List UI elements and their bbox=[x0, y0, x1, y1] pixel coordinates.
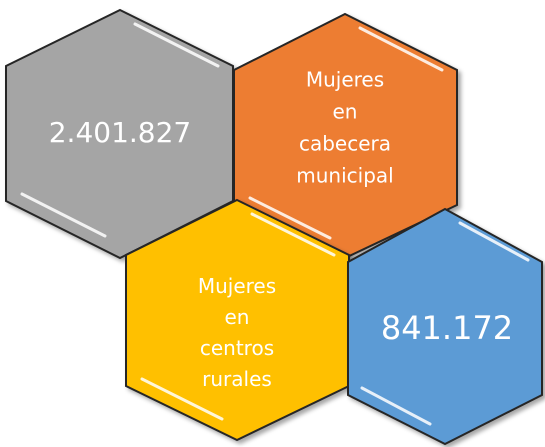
hexagon-shape bbox=[5, 8, 234, 260]
highlight bbox=[133, 22, 220, 68]
node-label: 2.401.827 bbox=[49, 116, 192, 149]
hexagon-gray bbox=[5, 8, 234, 260]
highlight bbox=[458, 221, 530, 262]
hexagon-shape bbox=[347, 207, 543, 446]
node-label: centros bbox=[200, 336, 274, 360]
node-label: en bbox=[225, 305, 250, 329]
labels: 2.401.827 Mujeres en cabecera municipal Mujer… bbox=[49, 68, 513, 392]
highlight bbox=[20, 192, 107, 238]
highlight bbox=[360, 386, 432, 426]
node-label: Mujeres bbox=[198, 274, 276, 298]
node-label: municipal bbox=[296, 164, 393, 188]
highlight bbox=[140, 377, 224, 421]
highlight bbox=[250, 212, 336, 257]
hexagon-yellow bbox=[125, 198, 350, 442]
node-label: cabecera bbox=[299, 132, 391, 156]
node-label: en bbox=[333, 100, 358, 124]
highlight bbox=[248, 196, 332, 240]
highlight bbox=[358, 26, 444, 72]
hexagon-shape bbox=[125, 198, 350, 442]
node-label: rurales bbox=[202, 367, 272, 391]
node-label: Mujeres bbox=[306, 68, 384, 92]
hexagon-blue bbox=[347, 207, 543, 446]
node-label: 841.172 bbox=[381, 309, 513, 347]
